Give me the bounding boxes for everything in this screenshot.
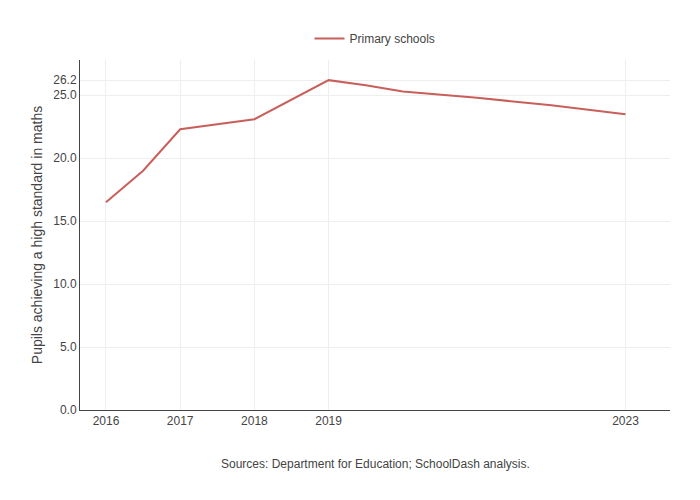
svg-text:2023: 2023 — [612, 414, 639, 428]
svg-text:10.0: 10.0 — [53, 277, 77, 291]
svg-text:20.0: 20.0 — [53, 151, 77, 165]
svg-text:2019: 2019 — [315, 414, 342, 428]
svg-text:26.2: 26.2 — [53, 73, 77, 87]
svg-text:5.0: 5.0 — [60, 340, 77, 354]
svg-text:Sources: Department for Educat: Sources: Department for Education; Schoo… — [221, 457, 530, 471]
svg-text:25.0: 25.0 — [53, 88, 77, 102]
svg-text:2018: 2018 — [241, 414, 268, 428]
svg-text:15.0: 15.0 — [53, 214, 77, 228]
svg-text:Pupils achieving a high standa: Pupils achieving a high standard in math… — [29, 106, 45, 364]
svg-text:0.0: 0.0 — [60, 403, 77, 417]
svg-text:2016: 2016 — [93, 414, 120, 428]
svg-text:2017: 2017 — [167, 414, 194, 428]
svg-text:Primary schools: Primary schools — [350, 32, 435, 46]
